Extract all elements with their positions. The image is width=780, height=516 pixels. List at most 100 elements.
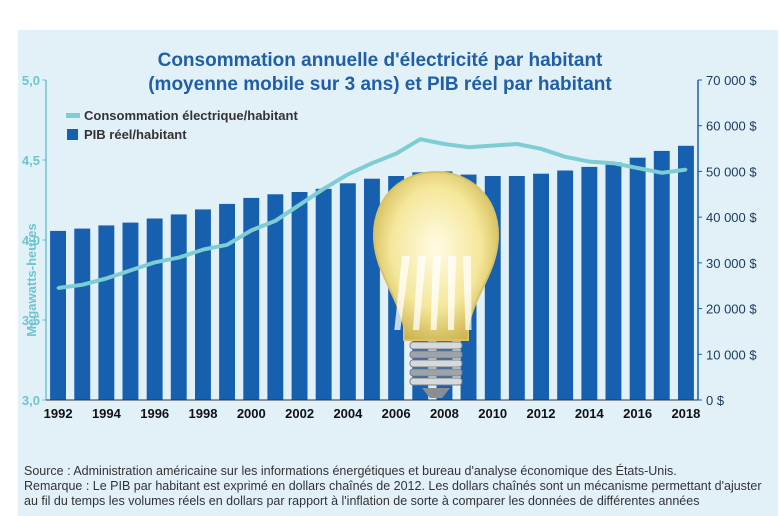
line-point-2015 xyxy=(612,161,615,165)
bulb-base-tip xyxy=(422,388,450,398)
remark-note-line-1: Remarque : Le PIB par habitant est expri… xyxy=(24,479,762,493)
x-tick-label: 2004 xyxy=(333,406,363,421)
x-tick-label: 2014 xyxy=(575,406,605,421)
bar-2011 xyxy=(508,176,525,400)
x-tick-label: 2012 xyxy=(527,406,556,421)
line-point-2009 xyxy=(467,145,471,149)
bulb-stripe xyxy=(413,256,426,330)
axes: 3,0 3,5 4,0 4,5 5,0 0 $ 10 000 $ 20 000 $ 30 000… xyxy=(22,73,757,421)
right-tick-label: 30 000 $ xyxy=(706,256,757,271)
x-tick-label: 1992 xyxy=(44,406,73,421)
line-point-2004 xyxy=(346,172,350,176)
bulb-stripe xyxy=(394,256,410,330)
line-point-1992 xyxy=(56,286,60,290)
bar-2003 xyxy=(315,188,332,400)
bulb-base-thread xyxy=(409,350,463,359)
legend-line-swatch xyxy=(66,113,80,118)
left-tick-label: 3,0 xyxy=(22,393,40,408)
right-tick-label: 0 $ xyxy=(706,393,725,408)
x-tick-label: 1998 xyxy=(189,406,218,421)
bulb-base-thread xyxy=(409,377,463,386)
x-tick-label: 2002 xyxy=(285,406,314,421)
right-tick-label: 20 000 $ xyxy=(706,302,757,317)
line-point-1995 xyxy=(129,268,132,272)
line-point-1998 xyxy=(201,248,205,252)
chart-title-line-1: Consommation annuelle d'électricité par … xyxy=(158,50,603,71)
x-tick-label: 2018 xyxy=(671,406,700,421)
x-tick-label: 1996 xyxy=(140,406,169,421)
x-tick-label: 1994 xyxy=(92,406,122,421)
line-point-2013 xyxy=(563,155,567,159)
line-point-1994 xyxy=(104,276,108,280)
bar-1998 xyxy=(195,209,211,400)
bar-1992 xyxy=(50,230,66,400)
line-point-2001 xyxy=(273,219,277,223)
line-point-2006 xyxy=(394,152,398,156)
bulb-stripe xyxy=(463,256,472,330)
line-point-2016 xyxy=(636,166,640,170)
chart-background: Consommation annuelle d'électricité par … xyxy=(18,30,778,516)
bar-1995 xyxy=(122,222,139,400)
legend-bar-swatch xyxy=(67,129,78,140)
bar-2001 xyxy=(267,194,284,400)
bulb-stripe xyxy=(448,256,456,330)
line-point-2005 xyxy=(370,161,374,165)
left-tick-label: 4,0 xyxy=(22,233,40,248)
source-note: Source : Administration américaine sur l… xyxy=(24,464,677,478)
left-tick-label: 5,0 xyxy=(22,73,40,88)
chart-title-line-2: (moyenne mobile sur 3 ans) et PIB réel p… xyxy=(148,74,612,95)
bulb-base-thread xyxy=(409,359,463,368)
bar-2013 xyxy=(557,170,574,400)
x-tick-label: 2008 xyxy=(430,406,459,421)
line-point-2008 xyxy=(442,142,446,146)
line-point-2011 xyxy=(515,142,519,146)
right-tick-label: 60 000 $ xyxy=(706,119,757,134)
line-point-2002 xyxy=(298,203,302,207)
line-point-2003 xyxy=(322,187,326,191)
bar-2017 xyxy=(653,150,670,400)
bar-2016 xyxy=(629,157,646,400)
left-tick-label: 4,5 xyxy=(22,153,40,168)
line-point-1993 xyxy=(80,283,84,287)
bars-layer xyxy=(50,145,694,400)
light-bulb-icon xyxy=(372,170,500,398)
line-layer xyxy=(56,137,688,290)
bar-1997 xyxy=(170,214,187,400)
bar-1999 xyxy=(219,203,235,400)
bulb-stripe xyxy=(430,256,441,330)
right-tick-label: 40 000 $ xyxy=(706,210,757,225)
line-point-1999 xyxy=(225,243,229,247)
line-point-2017 xyxy=(660,171,664,175)
right-tick-label: 70 000 $ xyxy=(706,73,757,88)
line-point-1997 xyxy=(177,256,181,260)
line-point-1996 xyxy=(153,260,157,264)
bar-2012 xyxy=(533,173,549,400)
bar-1993 xyxy=(74,228,91,400)
legend-bar-label: PIB réel/habitant xyxy=(84,127,187,142)
bar-2014 xyxy=(581,166,598,400)
legend-line-label: Consommation électrique/habitant xyxy=(84,108,298,123)
x-tick-label: 2006 xyxy=(382,406,411,421)
x-tick-label: 2000 xyxy=(237,406,266,421)
bulb-base-thread xyxy=(409,368,463,377)
line-point-2000 xyxy=(249,228,253,232)
bar-2000 xyxy=(243,197,260,400)
chart: Consommation annuelle d'électricité par … xyxy=(22,50,757,421)
bulb-base-thread xyxy=(409,341,463,350)
x-tick-label: 2016 xyxy=(623,406,652,421)
line-point-2018 xyxy=(684,168,688,172)
x-tick-label: 2010 xyxy=(478,406,507,421)
line-point-2014 xyxy=(587,160,591,164)
bar-2018 xyxy=(678,145,694,400)
bar-1994 xyxy=(98,225,115,400)
left-tick-label: 3,5 xyxy=(22,313,40,328)
bar-1996 xyxy=(146,218,163,400)
right-tick-label: 10 000 $ xyxy=(706,347,757,362)
bar-2002 xyxy=(291,192,308,400)
bar-2004 xyxy=(339,183,356,400)
right-tick-label: 50 000 $ xyxy=(706,164,757,179)
y-axis-label-left: Mégawatts-heures xyxy=(24,223,39,336)
line-point-2010 xyxy=(491,144,495,148)
chart-notes: Source : Administration américaine sur l… xyxy=(24,464,774,509)
legend: Consommation électrique/habitant PIB rée… xyxy=(66,108,298,142)
